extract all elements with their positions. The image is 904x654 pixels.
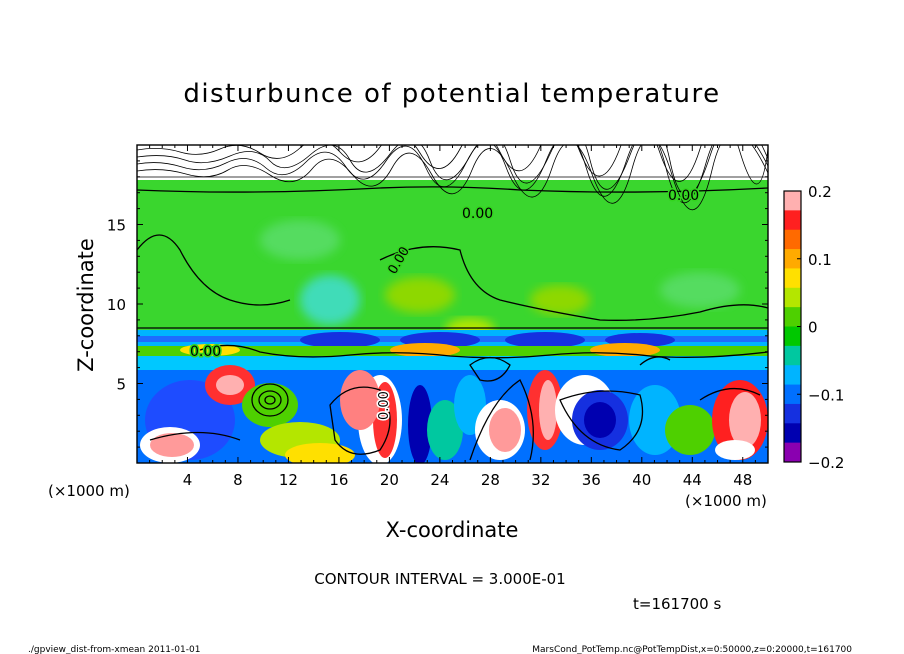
colorbar-swatch	[784, 403, 801, 424]
x-tick-label: 4	[183, 471, 193, 489]
y-tick-label: 15	[107, 217, 126, 235]
colorbar-tick-label: 0.2	[808, 183, 832, 201]
x-tick-label: 12	[279, 471, 298, 489]
footer-left: ./gpview_dist-from-xmean 2011-01-01	[28, 645, 200, 654]
x-tick-label: 20	[380, 471, 399, 489]
contour-interval: CONTOUR INTERVAL = 3.000E-01	[314, 570, 565, 588]
colorbar-swatch	[784, 210, 801, 231]
chart-title: disturbunce of potential temperature	[183, 79, 720, 109]
colorbar-swatch	[784, 191, 801, 211]
x-tick-label: 8	[233, 471, 243, 489]
colorbar-swatch	[784, 345, 801, 366]
x-tick-label: 44	[683, 471, 702, 489]
y-axis-label: Z-coordinate	[74, 238, 98, 372]
colorbar-swatch	[784, 249, 801, 269]
x-unit-left: (×1000 m)	[48, 482, 130, 500]
y-tick-label: 10	[107, 296, 126, 314]
x-tick-label: 32	[531, 471, 550, 489]
noise-lines	[137, 145, 768, 211]
y-tick-label: 5	[116, 376, 126, 394]
colorbar-tick-label: −0.2	[808, 454, 844, 472]
colorbar-swatch	[784, 229, 801, 250]
x-tick-label: 24	[430, 471, 449, 489]
colorbar-swatch	[784, 423, 801, 444]
colorbar: 0.2 0.1 0 −0.1 −0.2	[783, 183, 844, 472]
x-tick-label: 16	[329, 471, 348, 489]
colorbar-tick-label: 0	[808, 319, 818, 337]
x-tick-label: 36	[582, 471, 601, 489]
colorbar-swatch	[784, 326, 801, 347]
colorbar-tick-label: 0.1	[808, 251, 832, 269]
colorbar-swatch	[784, 365, 801, 386]
contour-label: 0.00	[377, 391, 392, 420]
x-tick-label: 40	[632, 471, 651, 489]
time-label: t=161700 s	[633, 595, 721, 613]
contour-lines	[137, 186, 768, 461]
x-axis-label: X-coordinate	[386, 518, 519, 542]
contour-label: 0.00	[668, 188, 699, 204]
colorbar-swatch	[784, 268, 801, 289]
contour-labels: 0.00 0.00 0.00 0.00 0.00	[189, 187, 701, 422]
y-axis: 5 10 15	[107, 160, 768, 448]
colorbar-swatch	[784, 442, 801, 463]
colorbar-swatch	[784, 287, 801, 308]
colorbar-swatch	[784, 307, 801, 327]
x-unit-right: (×1000 m)	[685, 492, 767, 510]
x-tick-label: 48	[733, 471, 752, 489]
x-axis: 4 8 12 16 20 24 28 32 36 40 44 48	[149, 145, 756, 489]
contour-label: 0.00	[190, 344, 221, 360]
colorbar-swatch	[784, 384, 801, 405]
x-tick-label: 28	[481, 471, 500, 489]
colorbar-tick-label: −0.1	[808, 386, 844, 404]
footer-right: MarsCond_PotTemp.nc@PotTempDist,x=0:5000…	[532, 645, 852, 654]
field-blobs	[137, 180, 768, 463]
contour-label: 0.00	[462, 206, 493, 222]
plot-area	[137, 145, 768, 463]
